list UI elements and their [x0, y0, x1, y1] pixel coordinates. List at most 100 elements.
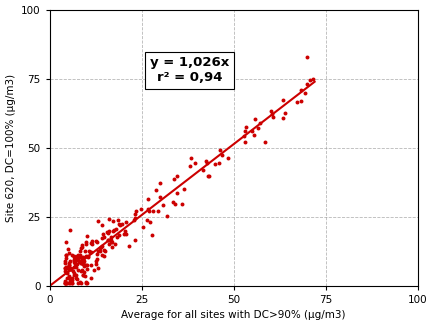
- Point: [63, 280, 70, 286]
- Point: [71, 264, 78, 270]
- Point: [98, 252, 105, 258]
- Point: [97, 245, 104, 250]
- Point: [100, 247, 107, 253]
- Point: [122, 228, 129, 233]
- Point: [215, 160, 222, 166]
- Point: [113, 234, 120, 239]
- Text: y = 1,026x
r² = 0,94: y = 1,026x r² = 0,94: [150, 56, 229, 84]
- Point: [65, 261, 72, 266]
- Point: [63, 270, 70, 275]
- Point: [87, 262, 94, 267]
- Point: [63, 239, 70, 244]
- Point: [164, 213, 171, 218]
- Point: [188, 156, 195, 161]
- Point: [205, 174, 212, 179]
- Point: [132, 216, 139, 221]
- Point: [88, 240, 95, 245]
- Point: [131, 217, 138, 223]
- Point: [71, 272, 78, 277]
- Point: [170, 200, 177, 205]
- Y-axis label: Site 620, DC=100% (µg/m3): Site 620, DC=100% (µg/m3): [6, 74, 16, 222]
- Point: [78, 260, 84, 266]
- Point: [115, 217, 122, 223]
- Point: [104, 237, 111, 243]
- Point: [70, 254, 77, 259]
- Point: [66, 274, 73, 279]
- Point: [69, 278, 76, 283]
- Point: [84, 233, 90, 239]
- Point: [115, 221, 122, 226]
- Point: [94, 218, 101, 224]
- Point: [212, 162, 219, 167]
- Point: [84, 255, 91, 260]
- Point: [67, 259, 74, 264]
- Point: [62, 278, 69, 284]
- Point: [216, 148, 223, 153]
- Point: [218, 153, 225, 158]
- Point: [65, 280, 72, 286]
- Point: [65, 262, 72, 268]
- Point: [72, 259, 79, 264]
- Point: [98, 236, 105, 241]
- Point: [140, 225, 147, 230]
- Point: [280, 98, 287, 103]
- Point: [307, 77, 313, 82]
- Point: [204, 160, 210, 166]
- Point: [77, 279, 84, 284]
- Point: [132, 209, 139, 214]
- Point: [78, 260, 84, 265]
- Point: [146, 220, 153, 225]
- Point: [66, 266, 73, 271]
- Point: [74, 257, 81, 262]
- Point: [73, 272, 80, 277]
- Point: [110, 229, 116, 234]
- Point: [241, 128, 248, 134]
- Point: [78, 244, 85, 249]
- Point: [109, 239, 116, 244]
- Point: [74, 253, 81, 259]
- Point: [84, 262, 91, 268]
- Point: [62, 255, 69, 260]
- Point: [178, 202, 185, 207]
- Point: [79, 260, 86, 265]
- Point: [202, 159, 209, 164]
- Point: [171, 177, 178, 182]
- Point: [83, 280, 90, 286]
- Point: [149, 232, 156, 237]
- Point: [68, 253, 75, 258]
- Point: [105, 216, 112, 221]
- Point: [61, 265, 68, 270]
- Point: [79, 256, 86, 261]
- Point: [241, 133, 248, 139]
- Point: [298, 98, 305, 103]
- Point: [248, 129, 255, 134]
- Point: [104, 230, 111, 235]
- Point: [93, 261, 100, 266]
- Point: [66, 265, 73, 270]
- Point: [241, 139, 248, 144]
- Point: [171, 201, 178, 206]
- Point: [72, 256, 79, 261]
- Point: [61, 266, 68, 271]
- Point: [77, 252, 84, 257]
- Point: [81, 273, 88, 278]
- Point: [149, 208, 156, 214]
- Point: [251, 132, 258, 138]
- Point: [62, 280, 69, 286]
- Point: [181, 186, 188, 191]
- Point: [93, 258, 100, 263]
- Point: [70, 270, 77, 275]
- Point: [99, 231, 106, 236]
- Point: [101, 234, 108, 240]
- Point: [68, 276, 75, 281]
- Point: [83, 262, 90, 267]
- Point: [74, 280, 81, 286]
- Point: [65, 246, 72, 251]
- Point: [252, 116, 259, 122]
- Point: [62, 260, 69, 265]
- Point: [68, 266, 74, 272]
- Point: [67, 276, 74, 282]
- Point: [80, 258, 87, 263]
- Point: [83, 242, 90, 247]
- Point: [81, 248, 88, 253]
